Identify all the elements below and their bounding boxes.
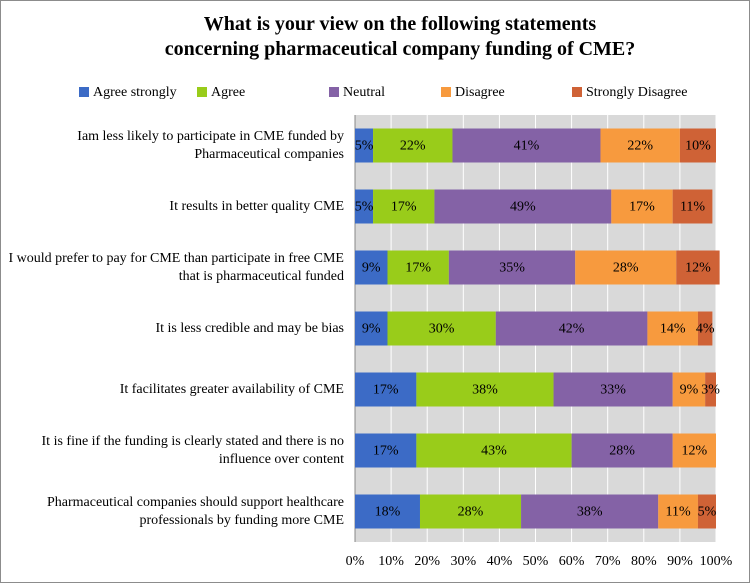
value-label: 12%	[682, 444, 708, 459]
bar-segment	[419, 494, 522, 529]
legend-label: Agree strongly	[93, 85, 177, 100]
bar-segment	[647, 311, 698, 346]
value-label: 17%	[391, 200, 417, 215]
category-label: I would prefer to pay for CME than parti…	[8, 250, 344, 284]
bar-segment	[495, 311, 648, 346]
value-label: 11%	[666, 505, 691, 520]
value-label: 38%	[577, 505, 603, 520]
value-label: 10%	[685, 139, 711, 154]
bar-segment	[697, 311, 713, 346]
x-tick-label: 50%	[523, 554, 549, 569]
value-label: 49%	[510, 200, 536, 215]
value-label: 5%	[355, 139, 374, 154]
bar-segment	[355, 372, 417, 407]
bar-segment	[571, 433, 673, 468]
legend-swatch	[572, 87, 582, 97]
bar-segment	[672, 433, 716, 468]
legend-label: Disagree	[455, 85, 505, 100]
bar-segment	[373, 128, 453, 163]
x-tick-label: 80%	[631, 554, 657, 569]
value-label: 17%	[373, 383, 399, 398]
value-label: 43%	[481, 444, 507, 459]
legend-swatch	[197, 87, 207, 97]
value-label: 18%	[375, 505, 401, 520]
legend-swatch	[329, 87, 339, 97]
value-label: 28%	[613, 261, 639, 276]
category-label: Pharmaceutical companies should support …	[46, 494, 344, 528]
bar-segment	[387, 311, 496, 346]
value-label: 5%	[698, 505, 717, 520]
legend-label: Agree	[211, 85, 245, 100]
legend-label: Strongly Disagree	[586, 85, 687, 100]
value-label: 9%	[362, 322, 381, 337]
x-tick-label: 10%	[378, 554, 404, 569]
bar-segment	[600, 128, 680, 163]
bar-segment	[434, 189, 612, 224]
bar-segment	[452, 128, 601, 163]
value-label: 28%	[458, 505, 484, 520]
value-label: 14%	[660, 322, 686, 337]
x-tick-label: 60%	[559, 554, 585, 569]
bar-segment	[705, 372, 716, 407]
value-label: 3%	[701, 383, 720, 398]
x-tick-label: 40%	[487, 554, 513, 569]
value-label: 9%	[680, 383, 699, 398]
bar-segment	[672, 372, 706, 407]
bar-segment	[373, 189, 435, 224]
legend-label: Neutral	[343, 85, 385, 100]
bar-segment	[697, 494, 716, 529]
bar-segment	[448, 250, 576, 285]
value-label: 41%	[514, 139, 540, 154]
category-label: Iam less likely to participate in CME fu…	[77, 128, 344, 162]
x-tick-label: 100%	[700, 554, 733, 569]
chart-title: What is your view on the following state…	[164, 13, 636, 60]
value-label: 12%	[685, 261, 711, 276]
x-tick-label: 30%	[450, 554, 476, 569]
value-label: 17%	[629, 200, 655, 215]
value-label: 11%	[680, 200, 705, 215]
x-tick-label: 20%	[414, 554, 440, 569]
value-label: 9%	[362, 261, 381, 276]
value-label: 17%	[373, 444, 399, 459]
bar-segment	[611, 189, 673, 224]
bar-segment	[416, 372, 554, 407]
category-label: It results in better quality CME	[169, 198, 344, 214]
bar-segment	[355, 311, 388, 346]
value-label: 35%	[499, 261, 525, 276]
value-label: 28%	[609, 444, 635, 459]
x-tick-label: 0%	[346, 554, 365, 569]
bar-segment	[575, 250, 677, 285]
legend-swatch	[441, 87, 451, 97]
value-label: 17%	[405, 261, 431, 276]
value-label: 5%	[355, 200, 374, 215]
bar-segment	[355, 250, 388, 285]
bar-segment	[355, 433, 417, 468]
value-label: 22%	[627, 139, 653, 154]
bar-segment	[355, 189, 374, 224]
x-tick-label: 90%	[667, 554, 693, 569]
bar-segment	[355, 494, 420, 529]
value-label: 22%	[400, 139, 426, 154]
bar-segment	[521, 494, 659, 529]
value-label: 30%	[429, 322, 455, 337]
category-label: It facilitates greater availability of C…	[119, 381, 344, 397]
bar-segment	[676, 250, 720, 285]
bar-segment	[355, 128, 374, 163]
value-label: 33%	[600, 383, 626, 398]
bar-segment	[553, 372, 673, 407]
value-label: 4%	[696, 322, 715, 337]
value-label: 38%	[472, 383, 498, 398]
value-label: 42%	[559, 322, 585, 337]
bar-segment	[658, 494, 698, 529]
bar-segment	[387, 250, 449, 285]
bar-segment	[679, 128, 716, 163]
category-label: It is fine if the funding is clearly sta…	[41, 433, 344, 467]
bar-segment	[672, 189, 713, 224]
category-label: It is less credible and may be bias	[155, 320, 344, 336]
legend-swatch	[79, 87, 89, 97]
bar-segment	[416, 433, 572, 468]
x-tick-label: 70%	[595, 554, 621, 569]
